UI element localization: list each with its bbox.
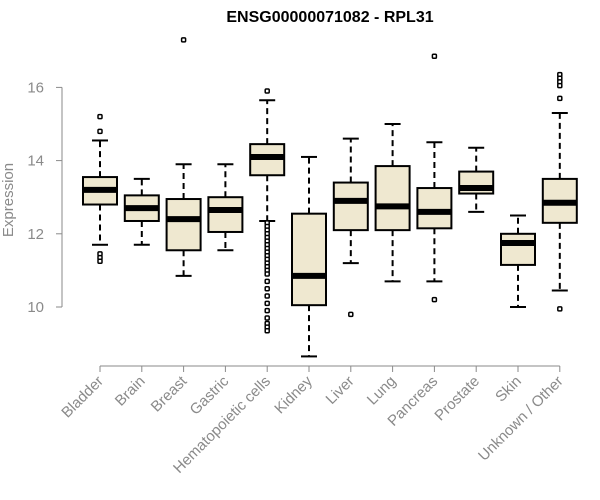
outlier-point	[180, 37, 187, 43]
outlier-point	[557, 95, 563, 102]
box-bladder	[82, 113, 118, 264]
box-unknown-other	[541, 71, 578, 312]
boxes-group	[82, 37, 578, 358]
x-tick-label: Bladder	[58, 373, 107, 422]
box-kidney	[291, 155, 327, 358]
outlier-point	[97, 128, 103, 135]
outlier-point	[264, 307, 270, 314]
chart-title: ENSG00000071082 - RPL31	[226, 9, 433, 26]
outlier-point	[264, 278, 270, 285]
box-breast	[165, 37, 202, 277]
iqr-box	[500, 232, 536, 266]
box-lung	[374, 123, 411, 283]
outlier-point	[264, 300, 270, 307]
y-tick-label: 10	[27, 299, 44, 316]
box-skin	[500, 214, 536, 308]
outlier-point	[264, 328, 270, 334]
x-tick-label: Kidney	[271, 372, 316, 417]
x-tick-label: Brain	[112, 373, 149, 410]
outlier-point	[264, 271, 270, 277]
iqr-box	[332, 181, 369, 232]
outlier-point	[431, 296, 438, 303]
y-tick-label: 16	[27, 79, 44, 96]
box-gastric	[207, 163, 244, 252]
iqr-box	[291, 212, 327, 307]
outlier-point	[264, 315, 270, 321]
iqr-box	[165, 198, 202, 252]
outlier-point	[431, 53, 438, 60]
box-brain	[123, 177, 160, 246]
box-prostate	[458, 146, 495, 213]
outlier-point	[348, 311, 354, 318]
box-liver	[332, 137, 369, 318]
iqr-box	[374, 165, 411, 232]
y-axis: 10 12 14 16	[27, 79, 63, 316]
iqr-box	[207, 196, 244, 233]
x-tick-label: Skin	[492, 373, 525, 406]
box-hematopoietic-cells	[249, 88, 286, 334]
outlier-point	[97, 258, 103, 264]
x-tick-label: Breast	[148, 372, 191, 415]
outlier-point	[264, 88, 270, 94]
outlier-point	[557, 82, 563, 89]
box-pancreas	[416, 53, 453, 303]
y-tick-label: 12	[27, 226, 44, 243]
x-tick-label: Prostate	[431, 373, 483, 425]
x-tick-label: Liver	[323, 373, 358, 408]
iqr-box	[416, 187, 453, 230]
y-axis-label: Expression	[0, 163, 17, 237]
outlier-point	[264, 293, 270, 299]
y-tick-label: 14	[27, 153, 44, 170]
outlier-point	[557, 306, 563, 312]
outlier-point	[264, 285, 270, 292]
outlier-point	[97, 113, 103, 120]
x-tick-label: Lung	[364, 373, 400, 409]
